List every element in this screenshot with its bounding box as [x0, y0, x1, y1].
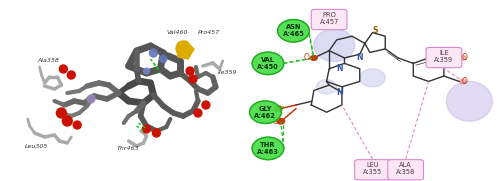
- Circle shape: [160, 56, 167, 62]
- Text: ALA
A:358: ALA A:358: [396, 162, 415, 175]
- Ellipse shape: [446, 81, 492, 121]
- Text: O: O: [270, 104, 276, 113]
- Circle shape: [310, 56, 317, 60]
- Text: N: N: [336, 64, 342, 73]
- Text: GLY
A:462: GLY A:462: [254, 106, 276, 119]
- Circle shape: [73, 121, 81, 129]
- Text: Val460: Val460: [166, 31, 188, 35]
- Circle shape: [202, 101, 210, 109]
- Text: Thr463: Thr463: [117, 146, 140, 151]
- Text: N: N: [356, 53, 363, 62]
- Circle shape: [277, 119, 284, 124]
- Text: Ala358: Ala358: [38, 58, 60, 64]
- Circle shape: [144, 68, 150, 74]
- Circle shape: [250, 101, 281, 123]
- Text: Pro457: Pro457: [198, 31, 220, 35]
- Circle shape: [176, 41, 190, 55]
- Circle shape: [278, 20, 310, 42]
- Circle shape: [252, 137, 284, 160]
- Text: Ile359: Ile359: [218, 71, 238, 75]
- Circle shape: [189, 75, 197, 83]
- Text: Leu305: Leu305: [24, 144, 48, 148]
- Text: VAL
A:450: VAL A:450: [257, 57, 279, 70]
- Circle shape: [142, 125, 150, 133]
- FancyBboxPatch shape: [312, 9, 347, 30]
- Ellipse shape: [316, 80, 337, 94]
- Ellipse shape: [360, 69, 385, 87]
- Text: ASN
A:465: ASN A:465: [282, 24, 304, 37]
- Circle shape: [460, 79, 466, 84]
- Ellipse shape: [314, 29, 354, 62]
- Circle shape: [252, 52, 284, 75]
- Circle shape: [56, 108, 66, 118]
- Text: N: N: [336, 88, 342, 97]
- Circle shape: [68, 71, 75, 79]
- Circle shape: [152, 129, 160, 137]
- Circle shape: [186, 67, 194, 75]
- Text: ILE
A:359: ILE A:359: [434, 50, 454, 63]
- Text: O: O: [462, 53, 467, 62]
- Circle shape: [274, 106, 282, 111]
- Text: LEU
A:355: LEU A:355: [363, 162, 382, 175]
- FancyBboxPatch shape: [354, 160, 390, 180]
- Text: O: O: [304, 53, 309, 62]
- FancyBboxPatch shape: [388, 160, 424, 180]
- Circle shape: [87, 95, 95, 103]
- Text: O: O: [272, 117, 278, 126]
- Text: O: O: [462, 77, 467, 86]
- Circle shape: [62, 116, 72, 126]
- Circle shape: [194, 109, 202, 117]
- Text: S: S: [372, 26, 378, 35]
- Circle shape: [60, 65, 68, 73]
- Text: THR
A:463: THR A:463: [257, 142, 279, 155]
- Polygon shape: [176, 41, 194, 59]
- Text: PRO
A:457: PRO A:457: [320, 12, 339, 25]
- FancyBboxPatch shape: [426, 47, 462, 68]
- Circle shape: [150, 49, 158, 57]
- Circle shape: [460, 56, 466, 60]
